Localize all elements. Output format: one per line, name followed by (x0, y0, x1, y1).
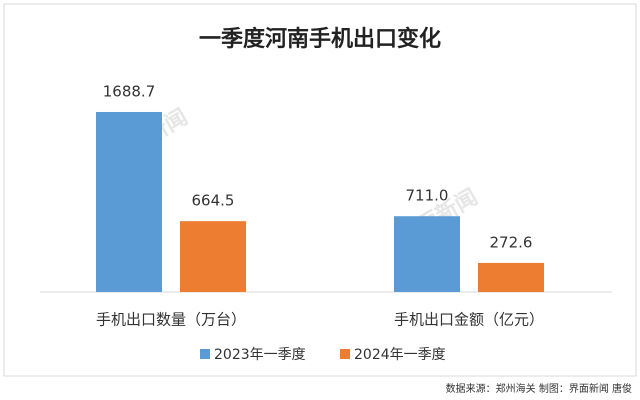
data-label: 711.0 (406, 187, 449, 205)
data-label: 272.6 (490, 233, 533, 251)
source-note: 数据来源：郑州海关 制图：界面新闻 唐俊 (446, 382, 632, 395)
legend-swatch (340, 349, 350, 359)
legend-swatch (200, 349, 210, 359)
bar (394, 216, 460, 292)
bar (180, 221, 246, 292)
x-tick-label: 手机出口数量（万台） (96, 311, 246, 329)
legend-label: 2023年一季度 (214, 347, 306, 363)
x-tick-label: 手机出口金额（亿元） (394, 311, 544, 329)
data-label: 664.5 (192, 192, 235, 210)
legend-label: 2024年一季度 (354, 347, 446, 363)
data-label: 1688.7 (103, 82, 156, 100)
bar (478, 262, 544, 292)
chart-title: 一季度河南手机出口变化 (199, 26, 441, 52)
bar (96, 111, 162, 292)
